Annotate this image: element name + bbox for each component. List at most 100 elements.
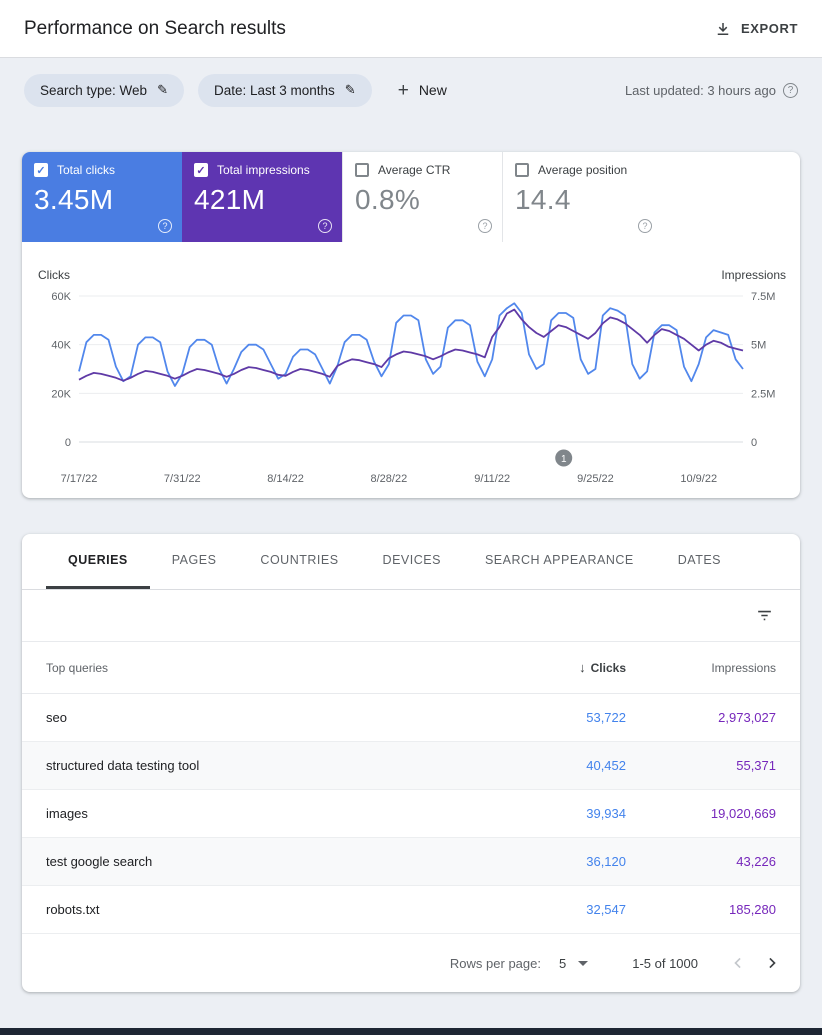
annotation-marker-label: 1: [561, 454, 567, 465]
clicks-cell: 32,547: [586, 902, 626, 917]
last-updated: Last updated: 3 hours ago ?: [625, 82, 798, 98]
metrics-card: ✓ Total clicks 3.45M ? ✓ Total impressio…: [22, 152, 800, 498]
dropdown-caret-icon: [578, 960, 589, 966]
y-right-tick: 5M: [751, 340, 766, 352]
page-title: Performance on Search results: [24, 17, 286, 39]
metric-value: 421M: [194, 184, 266, 215]
filter-table-button[interactable]: [755, 606, 774, 625]
x-axis-label: 7/31/22: [164, 473, 201, 485]
download-icon: [717, 22, 729, 35]
column-header-impressions[interactable]: Impressions: [711, 660, 776, 675]
y-right-tick: 7.5M: [751, 291, 775, 303]
metric-tile-total-clicks[interactable]: ✓ Total clicks 3.45M ?: [22, 152, 182, 242]
metric-tile-average-ctr[interactable]: Average CTR 0.8% ?: [342, 152, 502, 242]
metric-label: Total impressions: [217, 163, 310, 177]
tab-queries[interactable]: QUERIES: [46, 534, 150, 589]
clicks-cell: 39,934: [586, 806, 626, 821]
clicks-cell: 53,722: [586, 710, 626, 725]
page-header: Performance on Search results EXPORT: [0, 0, 822, 58]
export-button[interactable]: EXPORT: [714, 20, 798, 38]
help-icon[interactable]: ?: [638, 219, 652, 233]
y-left-tick: 20K: [51, 388, 71, 400]
rows-per-page-label: Rows per page:: [449, 955, 541, 971]
plus-icon: +: [397, 79, 409, 101]
query-cell: test google search: [46, 854, 153, 869]
table-body: seo 53,722 2,973,027 structured data tes…: [22, 694, 800, 934]
query-cell: seo: [46, 710, 67, 725]
metric-value: 14.4: [515, 184, 571, 215]
rows-per-page-select[interactable]: 5: [558, 955, 589, 971]
x-axis-label: 10/9/22: [680, 473, 717, 485]
right-axis-title: Impressions: [721, 268, 786, 282]
x-axis-label: 8/28/22: [371, 473, 408, 485]
edit-icon: ✎: [344, 82, 356, 97]
x-axis-label: 7/17/22: [61, 473, 98, 485]
x-axis-label: 9/11/22: [474, 473, 510, 485]
checkbox-checked-icon[interactable]: ✓: [34, 163, 48, 177]
performance-chart: 0 0 20K 2.5M 40K 5M 60K 7.5M 7/17/22 7/31/22 8/14/…: [51, 291, 775, 485]
y-right-tick: 2.5M: [751, 388, 775, 400]
clicks-cell: 40,452: [586, 758, 626, 773]
x-axis-label: 8/14/22: [267, 473, 304, 485]
tab-countries[interactable]: COUNTRIES: [238, 534, 360, 589]
metric-label: Average position: [538, 163, 628, 177]
chevron-left-icon: [734, 957, 741, 969]
metric-tile-total-impressions[interactable]: ✓ Total impressions 421M ?: [182, 152, 342, 242]
tab-devices[interactable]: DEVICES: [361, 534, 463, 589]
table-row[interactable]: seo 53,722 2,973,027: [22, 694, 800, 742]
tab-search-appearance[interactable]: SEARCH APPEARANCE: [463, 534, 656, 589]
search-type-chip[interactable]: Search type: Web ✎: [24, 73, 184, 107]
tab-dates[interactable]: DATES: [656, 534, 743, 589]
query-cell: robots.txt: [46, 902, 100, 917]
column-header-clicks[interactable]: ↓ Clicks: [579, 660, 626, 675]
help-icon[interactable]: ?: [318, 219, 332, 233]
impressions-cell: 2,973,027: [718, 710, 776, 725]
previous-page-button[interactable]: [728, 953, 748, 973]
impressions-cell: 43,226: [736, 854, 776, 869]
impressions-cell: 19,020,669: [710, 806, 776, 821]
table-row[interactable]: images 39,934 19,020,669: [22, 790, 800, 838]
table-row[interactable]: structured data testing tool 40,452 55,3…: [22, 742, 800, 790]
checkbox-unchecked-icon[interactable]: [355, 163, 369, 177]
help-icon[interactable]: ?: [158, 219, 172, 233]
metric-value: 0.8%: [355, 184, 421, 215]
y-left-tick: 60K: [51, 291, 71, 303]
series-line-impressions: [78, 308, 744, 382]
metric-value: 3.45M: [34, 184, 114, 215]
table-row[interactable]: test google search 36,120 43,226: [22, 838, 800, 886]
metric-tile-average-position[interactable]: Average position 14.4 ?: [502, 152, 662, 242]
table-header-row: Top queries ↓ Clicks Impressions: [22, 642, 800, 694]
next-page-button[interactable]: [762, 953, 782, 973]
pagination-range: 1-5 of 1000: [632, 955, 698, 971]
sort-descending-icon: ↓: [579, 660, 586, 675]
query-cell: images: [46, 806, 88, 821]
chart-axis-titles: Clicks Impressions: [22, 242, 800, 284]
impressions-cell: 55,371: [736, 758, 776, 773]
table-card: QUERIES PAGES COUNTRIES DEVICES SEARCH A…: [22, 534, 800, 992]
bottom-edge-strip: [0, 1028, 822, 1035]
query-cell: structured data testing tool: [46, 758, 200, 773]
series-line-clicks: [78, 302, 744, 387]
edit-icon: ✎: [157, 82, 168, 97]
metric-tiles: ✓ Total clicks 3.45M ? ✓ Total impressio…: [22, 152, 800, 242]
clicks-cell: 36,120: [586, 854, 626, 869]
filter-bar: Search type: Web ✎ Date: Last 3 months ✎…: [0, 58, 822, 122]
checkbox-checked-icon[interactable]: ✓: [194, 163, 208, 177]
new-filter-label: New: [418, 82, 447, 98]
tab-pages[interactable]: PAGES: [150, 534, 239, 589]
impressions-cell: 185,280: [729, 902, 776, 917]
help-icon[interactable]: ?: [478, 219, 492, 233]
filter-list-icon: [758, 610, 771, 621]
help-icon[interactable]: ?: [783, 82, 798, 98]
rows-per-page-value: 5: [558, 955, 567, 971]
table-tabs: QUERIES PAGES COUNTRIES DEVICES SEARCH A…: [22, 534, 800, 590]
annotation-marker[interactable]: [555, 449, 573, 467]
table-row[interactable]: robots.txt 32,547 185,280: [22, 886, 800, 934]
metric-label: Total clicks: [57, 163, 116, 177]
y-right-tick: 0: [751, 437, 757, 449]
x-axis-label: 9/25/22: [577, 473, 614, 485]
checkbox-unchecked-icon[interactable]: [515, 163, 529, 177]
new-filter-button[interactable]: + New: [398, 81, 447, 100]
metric-label: Average CTR: [378, 163, 451, 177]
date-filter-chip[interactable]: Date: Last 3 months ✎: [197, 73, 372, 107]
